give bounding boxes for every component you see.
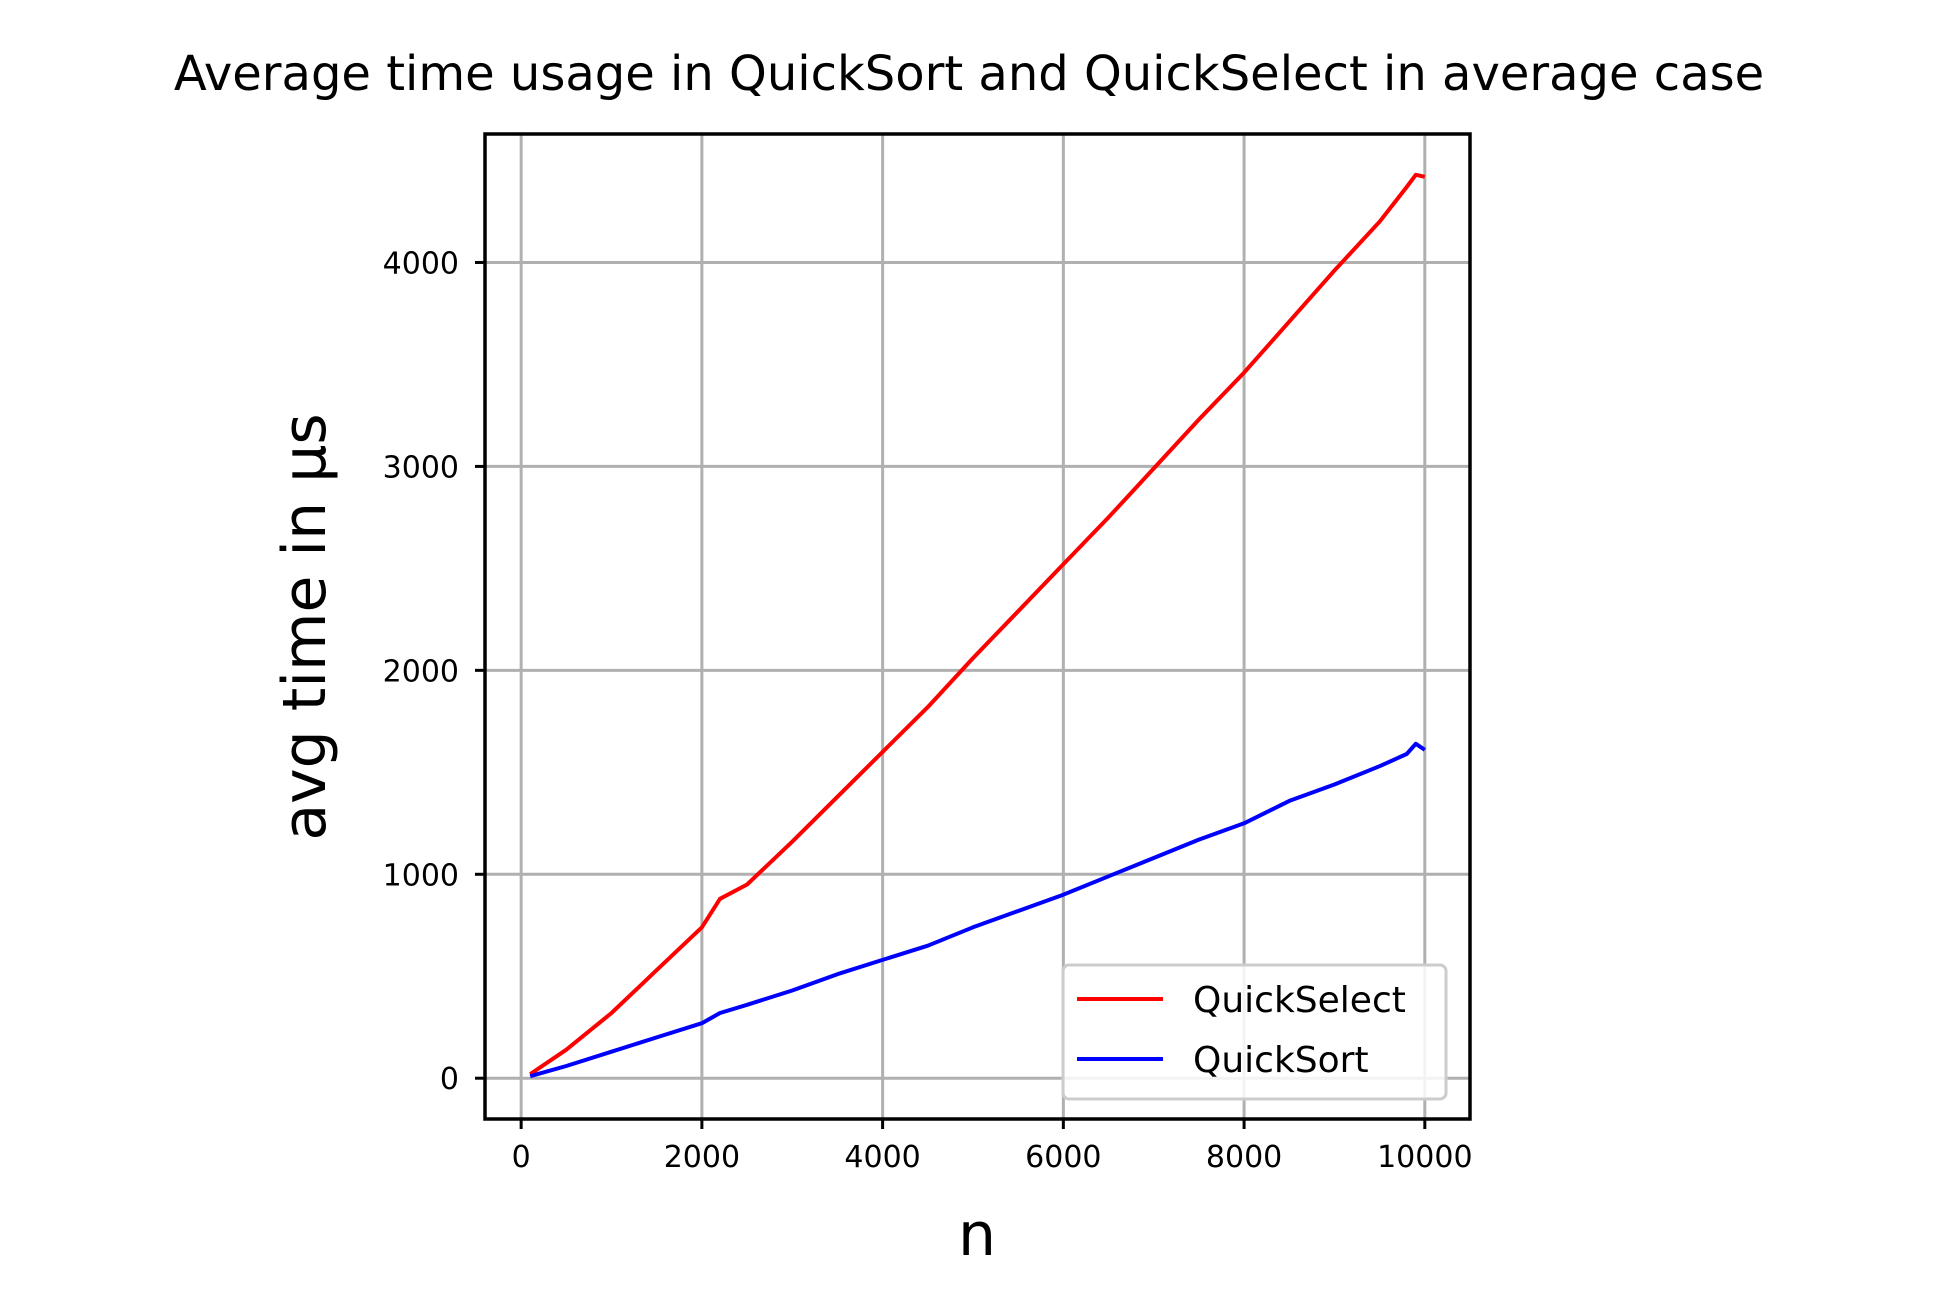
legend-label-quicksort: QuickSort bbox=[1193, 1040, 1369, 1081]
y-axis-label: avg time in µs bbox=[270, 413, 340, 840]
x-axis-label: n bbox=[958, 1200, 996, 1270]
grid bbox=[485, 134, 1470, 1119]
y-tick-label: 0 bbox=[440, 1062, 459, 1097]
x-tick-label: 6000 bbox=[1025, 1140, 1101, 1175]
y-tick-label: 1000 bbox=[383, 858, 459, 893]
legend-label-quickselect: QuickSelect bbox=[1193, 980, 1406, 1021]
series-line-quicksort bbox=[529, 741, 1426, 1079]
x-tick-label: 10000 bbox=[1377, 1140, 1472, 1175]
y-tick-label: 3000 bbox=[383, 450, 459, 485]
series-line-quickselect bbox=[529, 172, 1426, 1076]
y-ticks: 0 1000 2000 3000 4000 bbox=[383, 246, 485, 1097]
x-tick-label: 2000 bbox=[664, 1140, 740, 1175]
y-tick-label: 2000 bbox=[383, 654, 459, 689]
y-tick-label: 4000 bbox=[383, 246, 459, 281]
x-ticks: 0 2000 4000 6000 8000 10000 bbox=[512, 1119, 1473, 1175]
series-layer bbox=[529, 172, 1426, 1079]
legend: QuickSelect QuickSort bbox=[1061, 963, 1448, 1101]
x-tick-label: 4000 bbox=[844, 1140, 920, 1175]
x-tick-label: 8000 bbox=[1206, 1140, 1282, 1175]
x-tick-label: 0 bbox=[512, 1140, 531, 1175]
plot-frame bbox=[483, 132, 1472, 1121]
chart-title: Average time usage in QuickSort and Quic… bbox=[174, 46, 1764, 102]
